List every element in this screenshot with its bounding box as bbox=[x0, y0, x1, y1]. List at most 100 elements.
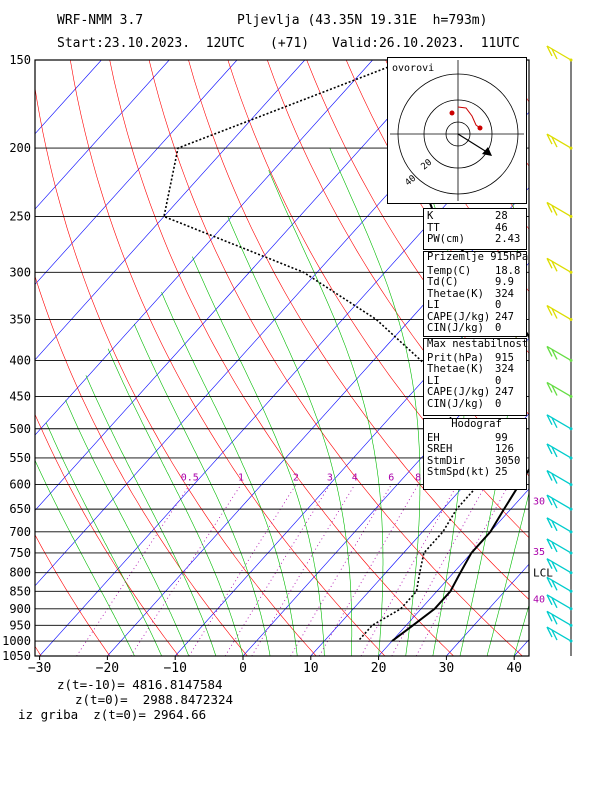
mixing-ratio-label: 2 bbox=[293, 473, 299, 484]
x-tick-label: 20 bbox=[371, 661, 387, 676]
mixing-ratio-line bbox=[360, 484, 458, 656]
stat-value: 25 bbox=[495, 466, 508, 478]
y-tick-label: 450 bbox=[9, 389, 31, 403]
moist-adiabat-line bbox=[161, 291, 298, 656]
height-t0: z(t=0)= 2988.8472324 bbox=[75, 692, 234, 707]
right-scale-label: 40 bbox=[533, 594, 545, 605]
y-tick-label: 350 bbox=[9, 313, 31, 327]
stat-row: CIN(J/kg) 0 bbox=[424, 322, 526, 335]
stat-value: 18.8 bbox=[495, 264, 521, 277]
wind-barb bbox=[546, 414, 573, 431]
wind-barb bbox=[546, 381, 573, 398]
stat-value: 46 bbox=[495, 221, 508, 234]
hodograph-trace bbox=[457, 106, 481, 129]
stat-row: LI 0 bbox=[424, 299, 526, 312]
moist-adiabat-line bbox=[45, 422, 162, 656]
stat-row: Prit(hPa) 915 bbox=[424, 351, 526, 365]
mixing-ratio-line bbox=[76, 484, 191, 656]
stat-label: Thetae(K) bbox=[427, 288, 484, 300]
x-tick-label: −20 bbox=[96, 661, 119, 676]
stat-label: StmDir bbox=[427, 455, 465, 467]
wind-barb bbox=[546, 133, 573, 150]
isotherm-line bbox=[582, 60, 600, 656]
wind-barb bbox=[546, 626, 573, 643]
hodograph-ring-label: 20 bbox=[420, 158, 435, 173]
y-tick-label: 850 bbox=[9, 584, 31, 598]
dry-adiabat-line bbox=[35, 86, 317, 656]
hodograph-title: ovorovi bbox=[392, 63, 434, 74]
mixing-ratio-line bbox=[290, 484, 392, 656]
y-tick-label: 950 bbox=[9, 618, 31, 632]
stat-label: Temp(C) bbox=[427, 265, 472, 277]
y-tick-label: 900 bbox=[9, 602, 31, 616]
stat-label: Td(C) bbox=[427, 277, 459, 288]
dry-adiabat-line bbox=[35, 275, 248, 656]
dry-adiabat-line bbox=[583, 60, 600, 656]
y-tick-label: 1050 bbox=[2, 649, 31, 663]
y-tick-label: 200 bbox=[9, 141, 31, 155]
hodograph-point bbox=[449, 110, 455, 116]
isotherm-line bbox=[35, 60, 170, 210]
mixing-ratio-line bbox=[391, 484, 487, 656]
wind-barb bbox=[546, 610, 573, 627]
stat-value: 915 bbox=[495, 351, 514, 364]
mixing-ratio-label: 3 bbox=[327, 473, 333, 484]
wind-barb bbox=[546, 45, 573, 62]
isotherm-line bbox=[378, 488, 529, 656]
stat-value: 3050 bbox=[495, 454, 521, 467]
stat-row: PW(cm) 2.43 bbox=[424, 233, 526, 246]
y-tick-label: 1000 bbox=[2, 634, 31, 648]
stat-value: 99 bbox=[495, 431, 508, 444]
run-start: Start:23.10.2023. 12UTC bbox=[57, 36, 245, 51]
stat-row: CAPE(J/kg) 247 bbox=[424, 310, 526, 324]
isotherm-line bbox=[35, 60, 373, 436]
hodograph-panel: ovorovi 20 40 bbox=[387, 57, 527, 204]
mixing-ratio-label: 6 bbox=[388, 473, 394, 484]
stat-value: 2.43 bbox=[495, 233, 521, 245]
isotherm-line bbox=[35, 60, 441, 511]
y-tick-label: 300 bbox=[9, 265, 31, 279]
mixing-ratio-label: 1 bbox=[238, 473, 244, 484]
station-info: Pljevlja (43.35N 19.31E h=793m) bbox=[237, 13, 488, 28]
stat-value: 324 bbox=[495, 287, 514, 300]
mixing-ratio-line bbox=[188, 484, 297, 656]
y-tick-label: 550 bbox=[9, 451, 31, 465]
height-tminus10: z(t=-10)= 4816.8147584 bbox=[57, 677, 223, 692]
moist-adiabat-line bbox=[329, 147, 421, 656]
stat-row: EH 99 bbox=[424, 431, 526, 445]
wind-barb bbox=[546, 470, 573, 487]
box-title: Max nestabilnost bbox=[427, 338, 529, 350]
y-tick-label: 500 bbox=[9, 422, 31, 436]
stat-label: K bbox=[427, 211, 434, 222]
indices-box: K 28 TT 46 PW(cm) 2.43 bbox=[423, 208, 527, 250]
stat-row: CIN(J/kg) 0 bbox=[424, 398, 526, 411]
stat-row: Thetae(K) 324 bbox=[424, 363, 526, 376]
isotherm-line bbox=[35, 60, 306, 361]
moist-adiabat-line bbox=[85, 375, 217, 656]
stat-value: 9.9 bbox=[495, 276, 514, 288]
wind-barb bbox=[546, 558, 573, 575]
stat-row: LI 0 bbox=[424, 375, 526, 388]
mixing-ratio-label: 8 bbox=[415, 473, 421, 484]
stat-value: 247 bbox=[495, 310, 514, 323]
hodograph-stats-box: Hodograf EH 99 SREH 126 StmDir 3050 StmSpd(kt) 2… bbox=[423, 418, 527, 490]
x-tick-label: −30 bbox=[28, 661, 51, 676]
wind-barb bbox=[546, 257, 573, 274]
y-tick-label: 250 bbox=[9, 209, 31, 223]
stat-row: K 28 bbox=[424, 210, 526, 223]
isotherm-line bbox=[107, 187, 529, 656]
wind-barb bbox=[546, 201, 573, 218]
stat-value: 28 bbox=[495, 210, 508, 222]
box-title: Prizemlje 915hPa bbox=[427, 251, 529, 263]
lcl-label: LCL bbox=[533, 567, 553, 580]
y-tick-label: 650 bbox=[9, 502, 31, 516]
storm-motion-arrowhead bbox=[482, 147, 492, 156]
x-tick-label: 10 bbox=[303, 661, 319, 676]
stat-label: CAPE(J/kg) bbox=[427, 311, 491, 323]
wind-barb bbox=[546, 443, 573, 460]
height-t0-grib: iz griba z(t=0)= 2964.66 bbox=[18, 707, 207, 722]
x-tick-label: −10 bbox=[163, 661, 186, 676]
mixing-ratio-line bbox=[318, 484, 419, 656]
isotherm-line bbox=[35, 60, 238, 285]
stat-label: LI bbox=[427, 300, 440, 311]
